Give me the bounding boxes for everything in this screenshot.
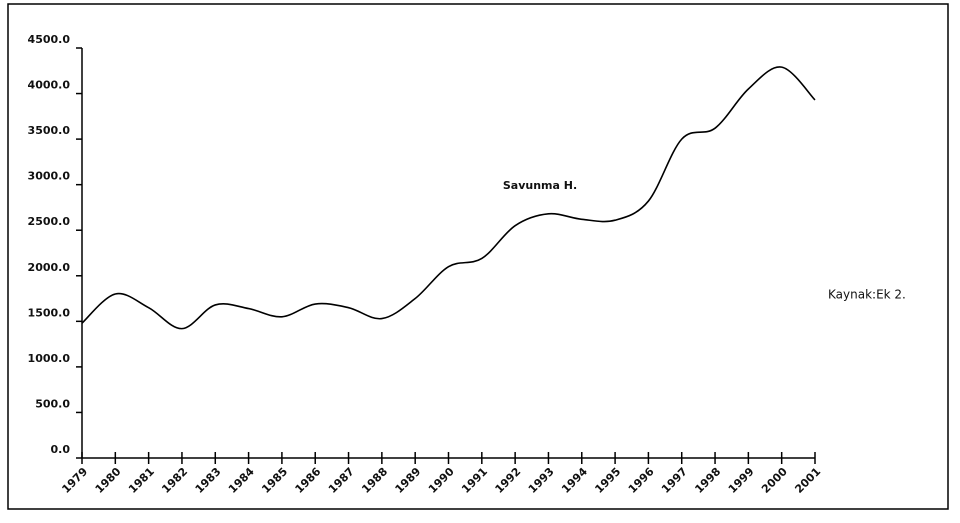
x-tick-label: 1979: [59, 465, 90, 496]
x-tick-label: 1995: [592, 465, 623, 496]
y-tick-label: 3500.0: [28, 124, 71, 137]
y-tick-label: 2000.0: [28, 261, 71, 274]
x-tick-label: 1998: [692, 465, 723, 496]
x-tick-label: 1989: [393, 465, 424, 496]
data-line: [81, 66, 816, 330]
y-tick-label: 4000.0: [28, 79, 71, 92]
x-tick-label: 1996: [626, 465, 657, 496]
series-label: Savunma H.: [503, 179, 577, 192]
x-tick-label: 1985: [259, 465, 290, 496]
x-tick-label: 1991: [459, 465, 490, 496]
y-tick-label: 1000.0: [28, 352, 71, 365]
x-tick-label: 1988: [359, 465, 390, 496]
x-tick-label: 1981: [126, 465, 157, 496]
y-tick-label: 2500.0: [28, 215, 71, 228]
y-tick-label: 4500.0: [28, 33, 71, 46]
y-tick-label: 1500.0: [28, 306, 71, 319]
x-tick-label: 1987: [326, 465, 357, 496]
x-tick-label: 1980: [93, 465, 124, 496]
y-tick-label: 3000.0: [28, 170, 71, 183]
chart-border: [7, 3, 949, 510]
x-tick-label: 1990: [426, 465, 457, 496]
y-tick-label: 500.0: [35, 397, 70, 410]
x-tick-label: 1983: [193, 465, 224, 496]
y-tick-label: 0.0: [51, 443, 71, 456]
x-tick-label: 1997: [659, 465, 690, 496]
x-tick-label: 1984: [226, 465, 257, 496]
x-tick-label: 1994: [559, 465, 590, 496]
x-tick-label: 1982: [159, 465, 190, 496]
x-tick-label: 1993: [526, 465, 557, 496]
x-tick-label: 2001: [792, 465, 823, 496]
x-tick-label: 1992: [493, 465, 524, 496]
x-tick-label: 1999: [726, 465, 757, 496]
x-tick-label: 1986: [293, 465, 324, 496]
x-tick-label: 2000: [759, 465, 790, 496]
source-note: Kaynak:Ek 2.: [828, 288, 906, 302]
